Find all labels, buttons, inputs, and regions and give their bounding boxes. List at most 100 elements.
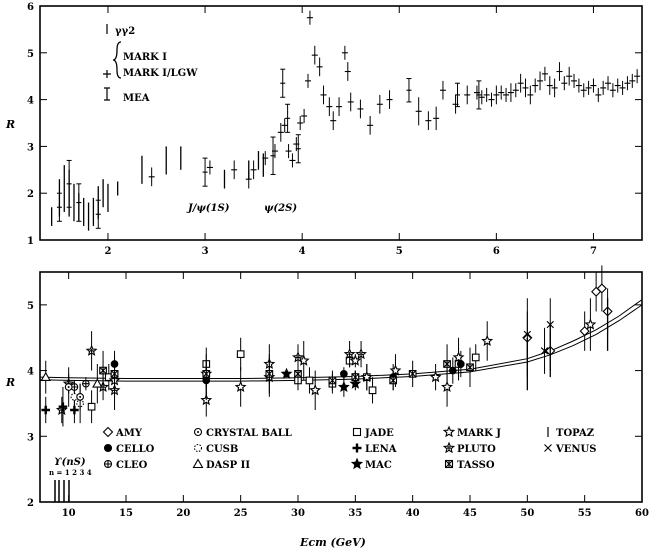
data-point-mark-i xyxy=(575,78,582,93)
data-point-mea xyxy=(476,80,482,110)
top-x-tick-label: 4 xyxy=(299,246,306,257)
bottom-x-tick-label: 45 xyxy=(463,508,477,519)
top-y-tick-label: 1 xyxy=(27,236,34,247)
top-y-tick-label: 2 xyxy=(27,189,34,200)
legend-label-mark-i: MARK I xyxy=(123,52,167,63)
data-point-mark-i xyxy=(289,153,296,168)
data-point-tasso xyxy=(294,360,302,387)
data-point-mark-i xyxy=(415,97,422,126)
data-point-mark-j xyxy=(234,367,247,407)
bottom-legend: AMY CRYSTAL BALL JADE MARK J TOPAZ CELLO CUSB L… xyxy=(102,425,596,471)
upsilon-resonance-lines xyxy=(54,480,70,502)
top-data-points xyxy=(51,10,641,231)
legend-entry-mark-j: MARK J xyxy=(442,425,501,439)
legend-entry-lena: LENA xyxy=(352,443,397,455)
data-point-mark-i xyxy=(306,10,313,25)
data-point-venus xyxy=(546,298,554,351)
data-point-mark-i xyxy=(512,83,519,98)
top-y-axis-label: R xyxy=(5,118,15,131)
data-point-mark-i xyxy=(285,144,292,159)
bottom-x-tick-label: 40 xyxy=(406,508,420,519)
data-point-mark-i xyxy=(464,85,471,105)
legend-entry-cusb: CUSB xyxy=(193,443,238,455)
data-point-mark-i xyxy=(585,80,592,95)
data-point-mark-j xyxy=(584,298,597,351)
data-point-amy xyxy=(596,265,607,312)
legend-label-cusb: CUSB xyxy=(206,444,238,455)
data-point-jade xyxy=(368,377,377,404)
bottom-x-tick-label: 25 xyxy=(234,508,248,519)
data-point-mark-i xyxy=(386,90,393,109)
data-point-mark-i xyxy=(590,78,597,93)
top-x-tick-label: 3 xyxy=(202,246,209,257)
legend-entry-topaz: TOPAZ xyxy=(547,427,594,439)
data-point-mark-j xyxy=(481,321,494,361)
data-point-tasso xyxy=(202,360,211,387)
top-y-tick-label: 4 xyxy=(27,96,34,107)
qcd-curve-qcd-lower xyxy=(39,304,643,382)
legend-label-lena: LENA xyxy=(365,444,397,455)
data-point-mark-i xyxy=(347,92,354,112)
data-point-mea xyxy=(270,136,276,175)
data-point-dasp-ii xyxy=(40,360,51,394)
data-point-jade xyxy=(305,367,314,394)
data-point-venus xyxy=(523,311,532,358)
legend-label-crystal-ball: CRYSTAL BALL xyxy=(206,428,292,439)
bottom-x-axis-label: Ecm (GeV) xyxy=(299,536,366,549)
data-point-mark-i xyxy=(357,99,364,119)
legend-label-mea: MEA xyxy=(123,93,150,104)
legend-label-cello: CELLO xyxy=(116,444,155,455)
data-point-jade xyxy=(236,337,245,371)
legend-entry-jade: JADE xyxy=(352,427,394,439)
data-point-mark-i xyxy=(527,85,534,105)
legend-marker-mark-i xyxy=(103,70,111,78)
data-point-mark-i xyxy=(600,80,607,95)
bottom-data-points xyxy=(40,265,613,427)
data-point-mark-i xyxy=(231,160,238,180)
data-point-tasso xyxy=(466,347,474,387)
data-point-pluto xyxy=(343,341,356,368)
data-point-tasso xyxy=(328,370,337,391)
legend-brace xyxy=(112,41,122,79)
top-legend: γγ2 MARK I MARK I/LGW MEA xyxy=(103,24,198,104)
legend-entry-dasp-ii: DASP II xyxy=(192,458,250,471)
data-point-pluto xyxy=(85,331,98,371)
data-point-mark-i xyxy=(478,90,485,105)
legend-entry-pluto: PLUTO xyxy=(442,441,496,455)
data-point-mark-i xyxy=(629,73,636,88)
bottom-y-tick-label: 5 xyxy=(27,301,34,312)
bottom-x-tick-label: 60 xyxy=(635,508,649,519)
data-point-mark-i xyxy=(281,118,288,133)
legend-label-pluto: PLUTO xyxy=(457,444,496,455)
data-point-crystal-ball xyxy=(64,367,73,407)
bottom-plot-frame xyxy=(39,271,643,503)
data-point-mark-i xyxy=(561,76,568,91)
legend-label-mark-i-lgw: MARK I/LGW xyxy=(123,68,198,79)
data-point-mac xyxy=(337,377,350,397)
legend-label-venus: VENUS xyxy=(555,444,596,455)
data-point-mark-j xyxy=(360,364,373,391)
data-point-mark-i xyxy=(517,73,524,93)
legend-label-gg2: γγ2 xyxy=(115,26,135,37)
data-point-mea xyxy=(285,103,291,133)
data-point-mark-i xyxy=(556,62,563,81)
data-point-mark-i xyxy=(320,85,327,105)
data-point-mea xyxy=(66,159,72,208)
bottom-x-tick-label: 30 xyxy=(291,508,305,519)
bottom-y-tick-label: 4 xyxy=(27,367,34,378)
data-point-mark-i xyxy=(488,92,495,107)
upsilon-sublabel: n = 1 2 3 4 xyxy=(49,468,92,477)
top-panel: 2 3 4 5 6 7 1 2 3 4 5 6 R γγ2 MARK I MARK I/LGW MEA… xyxy=(5,2,643,257)
top-y-tick-label: 6 xyxy=(27,2,34,13)
data-point-mark-i xyxy=(546,76,553,95)
data-point-mark-i xyxy=(367,115,374,135)
data-point-mark-i xyxy=(624,76,631,91)
data-point-tasso xyxy=(351,370,360,384)
bottom-y-axis-label: R xyxy=(5,376,15,389)
data-point-mark-i xyxy=(566,66,573,86)
top-y-tick-label: 5 xyxy=(27,49,34,60)
data-point-mea xyxy=(56,192,62,222)
data-point-mea xyxy=(76,183,82,222)
